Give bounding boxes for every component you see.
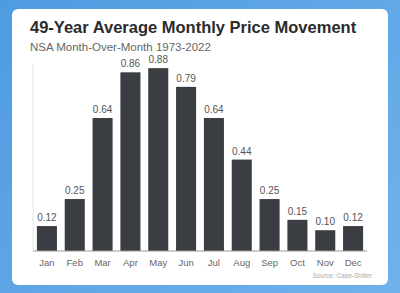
bars xyxy=(37,68,363,251)
title: 49-Year Average Monthly Price Movement xyxy=(30,18,357,36)
x-tick-label: Feb xyxy=(67,257,83,268)
bar xyxy=(287,220,307,251)
bar xyxy=(65,199,85,251)
x-tick-label: Jun xyxy=(178,257,193,268)
data-label: 0.15 xyxy=(288,206,308,217)
bar xyxy=(37,226,57,251)
data-label: 0.88 xyxy=(149,54,169,65)
data-label: 0.25 xyxy=(65,185,85,196)
bar xyxy=(120,72,140,251)
source-note: Source: Case-Shiller xyxy=(312,272,372,279)
bar xyxy=(176,87,196,251)
data-label: 0.25 xyxy=(260,185,280,196)
data-label: 0.44 xyxy=(232,146,252,157)
baseline xyxy=(33,251,367,252)
x-tick-label: Jan xyxy=(39,257,54,268)
bar xyxy=(204,118,224,251)
bar xyxy=(315,230,335,251)
data-label: 0.64 xyxy=(93,104,113,115)
bar xyxy=(260,199,280,251)
bar xyxy=(232,160,252,251)
x-tick-label: Dec xyxy=(345,257,362,268)
data-label: 0.64 xyxy=(204,104,224,115)
chart: 49-Year Average Monthly Price Movement NS… xyxy=(0,0,400,293)
data-label: 0.79 xyxy=(176,73,196,84)
x-tick-label: Nov xyxy=(317,257,334,268)
x-tick-label: Jul xyxy=(208,257,220,268)
x-tick-label: Sep xyxy=(261,257,278,268)
x-tick-label: Apr xyxy=(123,257,138,268)
data-label: 0.10 xyxy=(316,216,336,227)
data-label: 0.12 xyxy=(37,212,57,223)
bar xyxy=(93,118,113,251)
y-axis-line xyxy=(33,64,34,251)
x-tick-label: Oct xyxy=(290,257,305,268)
x-tick-label: Mar xyxy=(94,257,110,268)
bar xyxy=(343,226,363,251)
data-label: 0.86 xyxy=(121,58,141,69)
x-tick-label: May xyxy=(149,257,167,268)
subtitle: NSA Month-Over-Month 1973-2022 xyxy=(30,41,211,53)
data-label: 0.12 xyxy=(343,212,363,223)
x-tick-label: Aug xyxy=(233,257,250,268)
bar xyxy=(148,68,168,251)
